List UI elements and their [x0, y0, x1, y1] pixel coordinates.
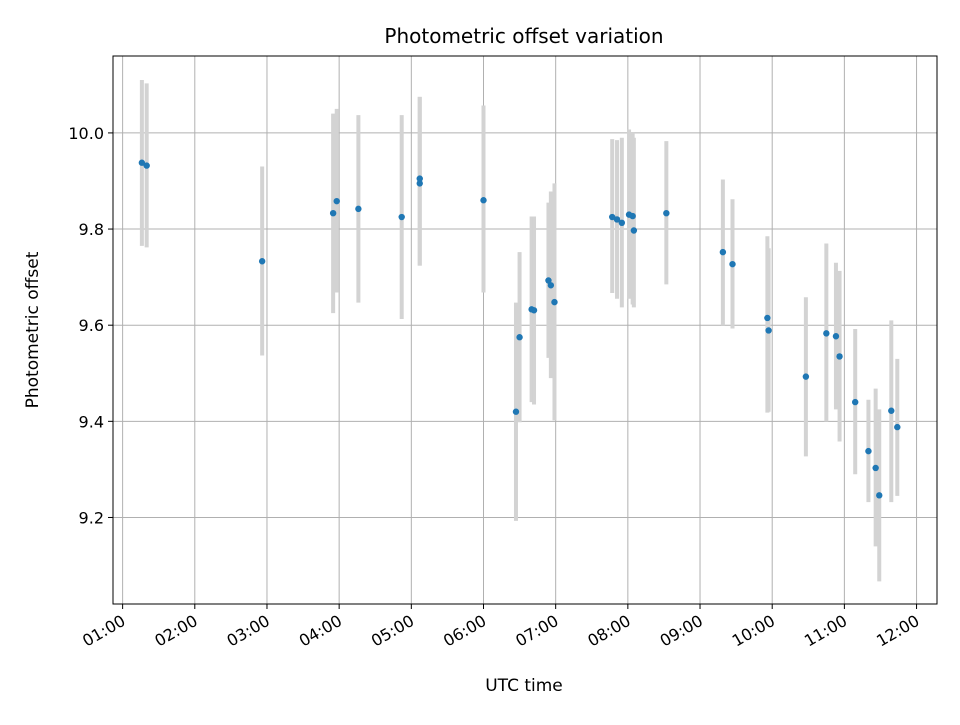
data-point	[480, 197, 487, 204]
x-tick-label: 06:00	[440, 611, 489, 651]
data-point	[258, 258, 266, 265]
data-point	[333, 197, 340, 205]
data-point	[551, 298, 558, 306]
data-point	[876, 492, 883, 499]
data-point	[609, 213, 616, 221]
x-axis-ticks: 01:00 02:00 03:00 04:00 05:00 06:00 07:00 08:00…	[79, 604, 923, 651]
data-point	[888, 407, 895, 414]
data-point	[836, 353, 843, 360]
error-bars	[139, 80, 900, 582]
data-point	[802, 373, 810, 380]
x-tick-label: 12:00	[873, 611, 922, 651]
data-point	[613, 216, 621, 223]
grid	[113, 56, 937, 604]
data-point	[138, 159, 146, 166]
data-point	[764, 314, 771, 322]
data-point	[143, 162, 150, 169]
data-point	[629, 212, 636, 220]
x-tick-label: 01:00	[79, 611, 128, 651]
x-tick-label: 09:00	[657, 611, 706, 651]
data-point	[729, 260, 736, 268]
data-point	[832, 333, 840, 340]
data-point	[329, 209, 337, 217]
x-tick-label: 05:00	[368, 611, 417, 651]
y-tick-label: 9.2	[79, 508, 104, 527]
data-point	[630, 227, 638, 234]
data-point	[547, 282, 555, 289]
data-point	[618, 219, 626, 227]
data-point	[530, 307, 538, 314]
data-point	[512, 408, 520, 415]
x-tick-label: 03:00	[224, 611, 273, 651]
data-point	[416, 175, 423, 182]
data-point	[894, 423, 901, 431]
x-tick-label: 04:00	[296, 611, 345, 651]
data-point	[865, 447, 872, 455]
plot-frame	[112, 55, 938, 605]
y-axis-ticks: 9.2 9.4 9.6 9.8 10.0	[68, 124, 113, 527]
y-tick-label: 9.4	[79, 412, 104, 431]
data-point	[852, 398, 859, 406]
data-point	[355, 205, 362, 213]
data-point	[719, 248, 727, 256]
y-axis-label: Photometric offset	[23, 251, 43, 408]
data-point	[545, 277, 552, 284]
x-tick-label: 10:00	[729, 611, 778, 651]
data-point	[516, 334, 523, 341]
x-tick-label: 02:00	[151, 611, 200, 651]
y-tick-label: 9.8	[79, 220, 104, 239]
data-point	[872, 464, 879, 472]
x-tick-label: 07:00	[512, 611, 561, 651]
data-point	[663, 209, 670, 217]
x-axis-label: UTC time	[485, 676, 563, 696]
data-point	[416, 180, 423, 187]
x-tick-label: 08:00	[584, 611, 633, 651]
data-point	[823, 330, 830, 337]
y-tick-label: 9.6	[79, 316, 104, 335]
x-tick-label: 11:00	[801, 611, 850, 651]
chart-title: Photometric offset variation	[384, 24, 663, 48]
data-point	[398, 213, 405, 221]
data-points	[138, 159, 901, 499]
y-tick-label: 10.0	[68, 124, 104, 143]
data-point	[765, 327, 772, 334]
